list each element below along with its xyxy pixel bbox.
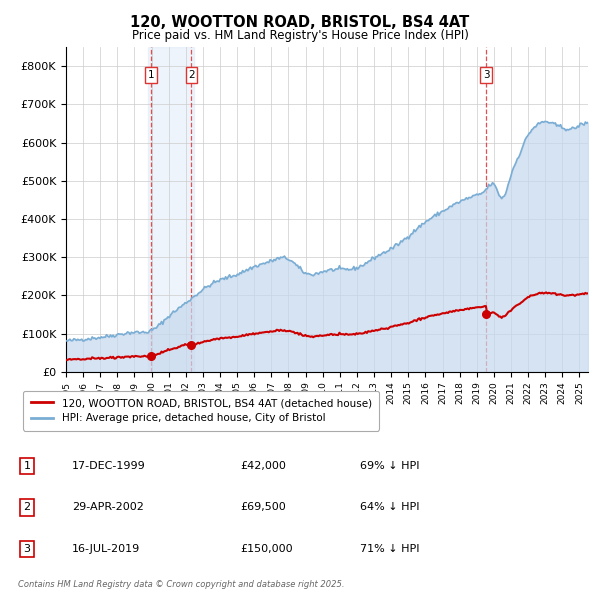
Text: 29-APR-2002: 29-APR-2002 [72,503,144,512]
Text: 17-DEC-1999: 17-DEC-1999 [72,461,146,471]
Text: £150,000: £150,000 [240,544,293,553]
Text: 16-JUL-2019: 16-JUL-2019 [72,544,140,553]
Text: Contains HM Land Registry data © Crown copyright and database right 2025.: Contains HM Land Registry data © Crown c… [18,579,344,589]
Text: 3: 3 [23,544,31,553]
Text: 120, WOOTTON ROAD, BRISTOL, BS4 4AT: 120, WOOTTON ROAD, BRISTOL, BS4 4AT [130,15,470,30]
Text: £69,500: £69,500 [240,503,286,512]
Text: 2: 2 [23,503,31,512]
Text: 64% ↓ HPI: 64% ↓ HPI [360,503,419,512]
Bar [148,47,194,372]
Text: 1: 1 [23,461,31,471]
Text: £42,000: £42,000 [240,461,286,471]
Text: 71% ↓ HPI: 71% ↓ HPI [360,544,419,553]
Text: 2: 2 [188,70,195,80]
Legend: 120, WOOTTON ROAD, BRISTOL, BS4 4AT (detached house), HPI: Average price, detach: 120, WOOTTON ROAD, BRISTOL, BS4 4AT (det… [23,391,379,431]
Text: Price paid vs. HM Land Registry's House Price Index (HPI): Price paid vs. HM Land Registry's House … [131,30,469,42]
Text: 69% ↓ HPI: 69% ↓ HPI [360,461,419,471]
Text: 3: 3 [482,70,490,80]
Text: 1: 1 [148,70,154,80]
